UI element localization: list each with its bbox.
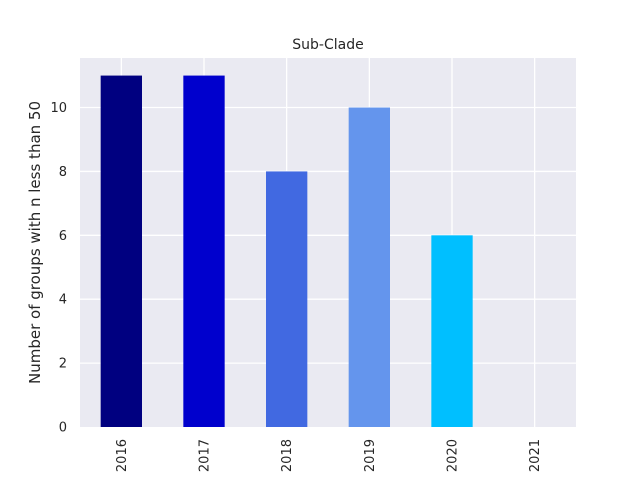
y-tick-label: 8 <box>59 165 67 180</box>
y-tick-label: 0 <box>59 421 67 436</box>
bars <box>100 75 473 428</box>
chart-title: Sub-Clade <box>292 37 363 53</box>
bar-2017 <box>183 75 225 428</box>
bar-2020 <box>431 235 473 427</box>
x-tick-label: 2021 <box>528 439 543 472</box>
bar-2018 <box>266 171 308 427</box>
y-tick-label: 2 <box>59 357 67 372</box>
plot-background <box>80 58 576 427</box>
bar-2019 <box>348 107 390 428</box>
y-axis-label: Number of groups with n less than 50 <box>26 101 44 384</box>
x-tick-label: 2018 <box>280 439 295 472</box>
y-tick-labels: 0 2 4 6 8 10 <box>50 101 67 435</box>
y-tick-label: 4 <box>59 293 67 308</box>
x-tick-label: 2019 <box>363 439 378 472</box>
x-tick-label: 2020 <box>446 439 461 472</box>
x-tick-label: 2016 <box>115 439 130 472</box>
x-tick-labels: 2016 2017 2018 2019 2020 2021 <box>115 439 543 472</box>
x-tick-label: 2017 <box>198 439 213 472</box>
y-tick-label: 10 <box>50 101 67 116</box>
bar-2016 <box>100 75 142 428</box>
y-tick-label: 6 <box>59 229 67 244</box>
